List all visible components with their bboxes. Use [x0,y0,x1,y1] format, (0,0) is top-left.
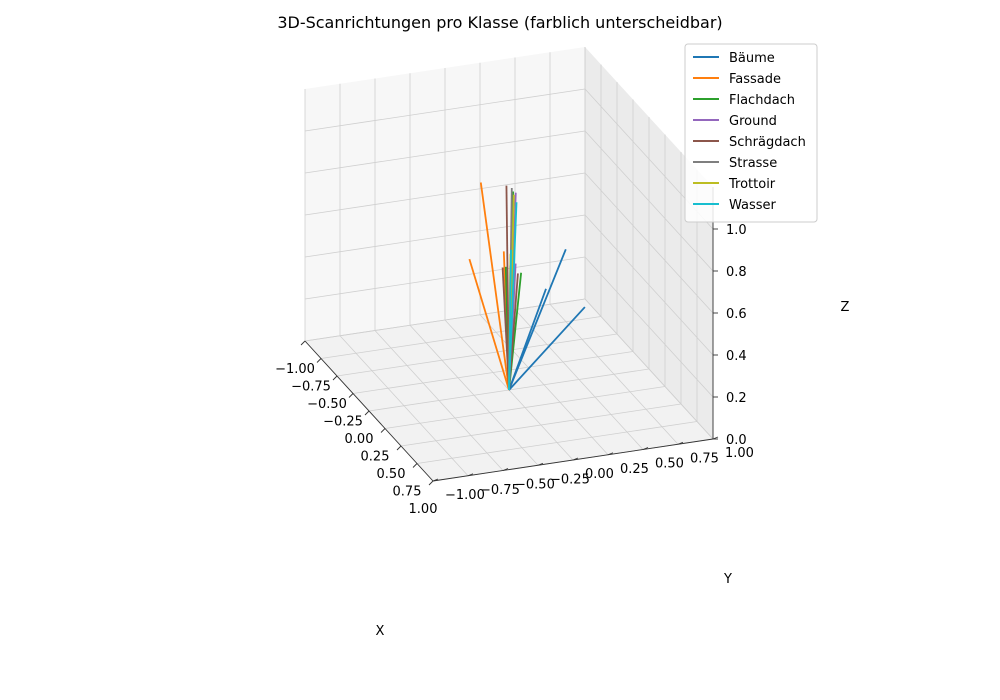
legend-label: Ground [729,114,777,129]
x-tick-mark [316,358,322,363]
z-tick-label: 0.6 [726,307,747,322]
legend-label: Flachdach [729,93,795,108]
y-tick-mark [677,441,684,445]
z-tick-label: 0.8 [726,265,747,280]
grid-line [584,298,714,440]
y-tick-label: 0.25 [620,462,649,477]
grid-line [304,298,586,342]
legend-label: Strasse [729,156,777,171]
legend: Bäume Fassade Flachdach Ground Schrägdach Str… [684,43,818,223]
y-tick-label: 0.00 [585,467,614,482]
y-tick-label: 0.50 [655,457,684,472]
x-tick-label: 0.75 [393,485,422,500]
x-tick-label: −0.50 [307,397,347,412]
grid-line [374,330,504,471]
grid-line [304,214,586,258]
z-tick-label: 1.0 [726,223,747,238]
z-tick-label: 0.0 [726,433,747,448]
y-tick-label: 1.00 [725,446,754,461]
series-b-ume [508,248,586,391]
y-axis-label: Y [723,572,732,587]
grid-line [584,214,714,356]
vector-line [468,258,510,391]
z-tick-label: 0.2 [726,391,747,406]
x-tick-mark [380,428,386,433]
y-tick-label: −0.75 [480,483,520,498]
y-tick-label: −1.00 [445,488,485,503]
legend-label: Schrägdach [729,135,806,150]
grid-line [304,130,586,174]
grid-line [339,335,469,477]
vector-line [479,182,510,391]
y-tick-mark [537,462,544,466]
vector-line [508,249,512,391]
x-tick-label: 0.25 [361,450,390,465]
grid-line [409,324,539,466]
x-tick-mark [428,480,434,486]
legend-label: Trottoir [728,177,776,192]
x-tick-label: 0.00 [345,432,374,447]
x-tick-mark [364,410,370,416]
x-tick-mark [332,375,338,381]
y-tick-mark [607,452,614,456]
x-tick-label: −0.75 [291,380,331,395]
grid-line [304,256,586,300]
series-wasser [508,202,518,391]
chart-title: 3D-Scanrichtungen pro Klasse (farblich u… [277,13,722,32]
y-tick-mark [642,447,649,450]
tick-labels: −1.00−0.75−0.50−0.250.000.250.500.751.00… [275,223,754,517]
grid-line [304,172,586,216]
y-tick-mark [502,468,509,471]
x-tick-mark [396,445,402,451]
x-tick-mark [412,463,418,468]
legend-box [684,43,818,223]
x-tick-mark [300,340,306,346]
vector-line [501,267,510,391]
legend-label: Fassade [729,72,781,87]
x-axis-label: X [376,624,385,639]
grid-line [514,309,644,450]
grid-line [584,172,714,314]
grid-line [584,130,714,272]
z-axis-label: Z [841,300,850,315]
y-tick-label: 0.75 [690,451,719,466]
y-tick-label: −0.50 [515,478,555,493]
y-tick-mark [432,478,439,482]
legend-label: Wasser [729,198,777,213]
grid-line [584,256,714,398]
grid-line [549,303,679,445]
x-tick-label: 1.00 [409,502,438,517]
x-tick-label: −1.00 [275,362,315,377]
y-tick-label: −0.25 [550,472,590,487]
legend-label: Bäume [729,51,775,66]
x-tick-label: −0.25 [323,415,363,430]
grid-line [304,88,586,132]
y-tick-mark [467,473,474,477]
z-tick-label: 0.4 [726,349,747,364]
x-tick-label: 0.50 [377,467,406,482]
vectors [468,182,586,391]
y-tick-mark [572,457,579,461]
vector-line [508,306,586,391]
x-tick-mark [348,393,354,398]
vector-line [508,288,547,391]
